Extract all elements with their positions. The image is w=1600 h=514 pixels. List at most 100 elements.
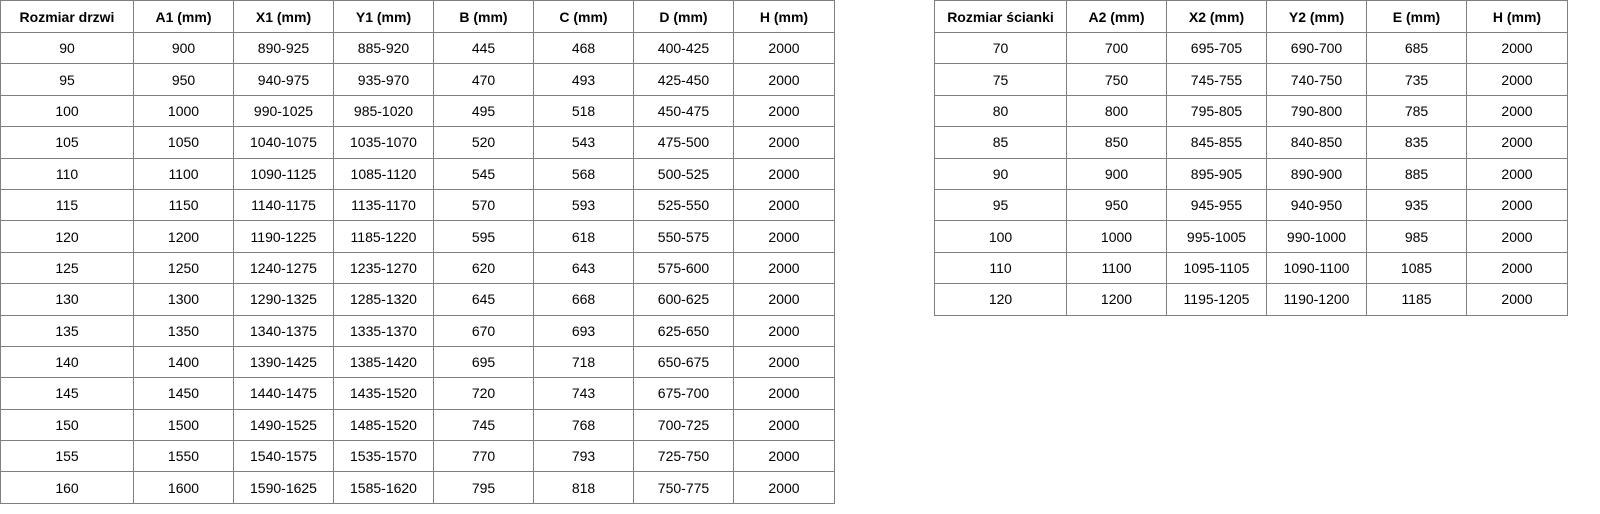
table-cell: 670 <box>433 314 534 347</box>
table-cell: 800 <box>1066 94 1167 128</box>
table-cell: 1550 <box>133 440 234 473</box>
table-cell: 500-525 <box>633 157 734 190</box>
table-cell: 2000 <box>733 220 835 253</box>
table-cell: 2000 <box>733 314 835 347</box>
table-cell: 2000 <box>733 188 835 222</box>
table-cell: 745 <box>433 408 534 442</box>
table-cell: 745-755 <box>1166 63 1267 96</box>
table-cell: 1135-1170 <box>333 188 434 222</box>
table-cell: 1340-1375 <box>233 314 334 347</box>
table-cell: 1000 <box>1066 220 1167 253</box>
table-cell: 1390-1425 <box>233 345 334 379</box>
table-cell: 520 <box>433 126 534 159</box>
table-cell: 1335-1370 <box>333 314 434 347</box>
table-cell: 718 <box>533 345 634 379</box>
table-cell: 885 <box>1366 157 1467 190</box>
table-cell: 600-625 <box>633 283 734 316</box>
table-row: 120 1200 1195-1205 1190-1200 1185 2000 <box>934 283 1568 316</box>
table-cell: 645 <box>433 283 534 316</box>
table-cell: 990-1000 <box>1266 220 1367 253</box>
table-cell: 668 <box>533 283 634 316</box>
table-cell: 940-950 <box>1266 188 1367 222</box>
table-cell: 735 <box>1366 63 1467 96</box>
table-cell: 840-850 <box>1266 126 1367 159</box>
table-cell: 135 <box>0 314 134 347</box>
table-cell: 155 <box>0 440 134 473</box>
table-cell: 85 <box>934 126 1067 159</box>
table-cell: 140 <box>0 345 134 379</box>
table-cell: 695-705 <box>1166 31 1267 65</box>
table-row: 90 900 890-925 885-920 445 468 400-425 2000 <box>0 31 835 65</box>
table-cell: 785 <box>1366 94 1467 128</box>
table-row: 105 1050 1040-1075 1035-1070 520 543 475-500 20… <box>0 126 835 159</box>
table-cell: 895-905 <box>1166 157 1267 190</box>
table-cell: 145 <box>0 377 134 410</box>
table-cell: 900 <box>133 31 234 65</box>
table-cell: 1250 <box>133 251 234 285</box>
table-cell: 1590-1625 <box>233 471 334 504</box>
table-cell: 1300 <box>133 283 234 316</box>
table-row: 95 950 945-955 940-950 935 2000 <box>934 188 1568 222</box>
table-cell: 650-675 <box>633 345 734 379</box>
table-cell: 1290-1325 <box>233 283 334 316</box>
table-cell: 468 <box>533 31 634 65</box>
column-header: Y2 (mm) <box>1266 0 1367 33</box>
wall-dimensions-table: Rozmiar ścianki A2 (mm) X2 (mm) Y2 (mm) E (m… <box>934 0 1568 316</box>
column-header: C (mm) <box>533 0 634 33</box>
table-cell: 1600 <box>133 471 234 504</box>
table-row: 145 1450 1440-1475 1435-1520 720 743 675-700 20… <box>0 377 835 410</box>
table-cell: 890-925 <box>233 31 334 65</box>
table-row: 95 950 940-975 935-970 470 493 425-450 2000 <box>0 63 835 96</box>
table-cell: 90 <box>934 157 1067 190</box>
table-cell: 900 <box>1066 157 1167 190</box>
table-cell: 690-700 <box>1266 31 1367 65</box>
column-header: A1 (mm) <box>133 0 234 33</box>
table-cell: 890-900 <box>1266 157 1367 190</box>
table-cell: 2000 <box>733 471 835 504</box>
column-header: E (mm) <box>1366 0 1467 33</box>
table-cell: 1195-1205 <box>1166 283 1267 316</box>
table-row: 80 800 795-805 790-800 785 2000 <box>934 94 1568 128</box>
table-cell: 1085 <box>1366 251 1467 285</box>
table-cell: 525-550 <box>633 188 734 222</box>
table-row: 125 1250 1240-1275 1235-1270 620 643 575-600 20… <box>0 251 835 285</box>
table-cell: 2000 <box>733 377 835 410</box>
table-row: 155 1550 1540-1575 1535-1570 770 793 725-750 20… <box>0 440 835 473</box>
table-cell: 768 <box>533 408 634 442</box>
table-cell: 1090-1100 <box>1266 251 1367 285</box>
table-cell: 568 <box>533 157 634 190</box>
table-row: 75 750 745-755 740-750 735 2000 <box>934 63 1568 96</box>
table-row: 90 900 895-905 890-900 885 2000 <box>934 157 1568 190</box>
table-cell: 1535-1570 <box>333 440 434 473</box>
table-cell: 643 <box>533 251 634 285</box>
column-header: D (mm) <box>633 0 734 33</box>
table-cell: 945-955 <box>1166 188 1267 222</box>
table-cell: 985-1020 <box>333 94 434 128</box>
table-cell: 1185-1220 <box>333 220 434 253</box>
table-cell: 120 <box>934 283 1067 316</box>
table-cell: 793 <box>533 440 634 473</box>
table-row: 70 700 695-705 690-700 685 2000 <box>934 31 1568 65</box>
table-cell: 2000 <box>733 63 835 96</box>
table-row: 135 1350 1340-1375 1335-1370 670 693 625-650 20… <box>0 314 835 347</box>
table-row: 110 1100 1095-1105 1090-1100 1085 2000 <box>934 251 1568 285</box>
table-cell: 1050 <box>133 126 234 159</box>
table-cell: 2000 <box>733 94 835 128</box>
table-cell: 725-750 <box>633 440 734 473</box>
table-cell: 685 <box>1366 31 1467 65</box>
table-cell: 2000 <box>1466 63 1568 96</box>
table-cell: 1485-1520 <box>333 408 434 442</box>
table-cell: 740-750 <box>1266 63 1367 96</box>
table-cell: 2000 <box>1466 188 1568 222</box>
table-cell: 2000 <box>733 283 835 316</box>
table-cell: 693 <box>533 314 634 347</box>
table-cell: 790-800 <box>1266 94 1367 128</box>
table-cell: 2000 <box>733 440 835 473</box>
table-cell: 400-425 <box>633 31 734 65</box>
table-cell: 130 <box>0 283 134 316</box>
table-row: 140 1400 1390-1425 1385-1420 695 718 650-675 20… <box>0 345 835 379</box>
column-header: Rozmiar drzwi <box>0 0 134 33</box>
table-cell: 1190-1225 <box>233 220 334 253</box>
table-cell: 750 <box>1066 63 1167 96</box>
table-cell: 575-600 <box>633 251 734 285</box>
